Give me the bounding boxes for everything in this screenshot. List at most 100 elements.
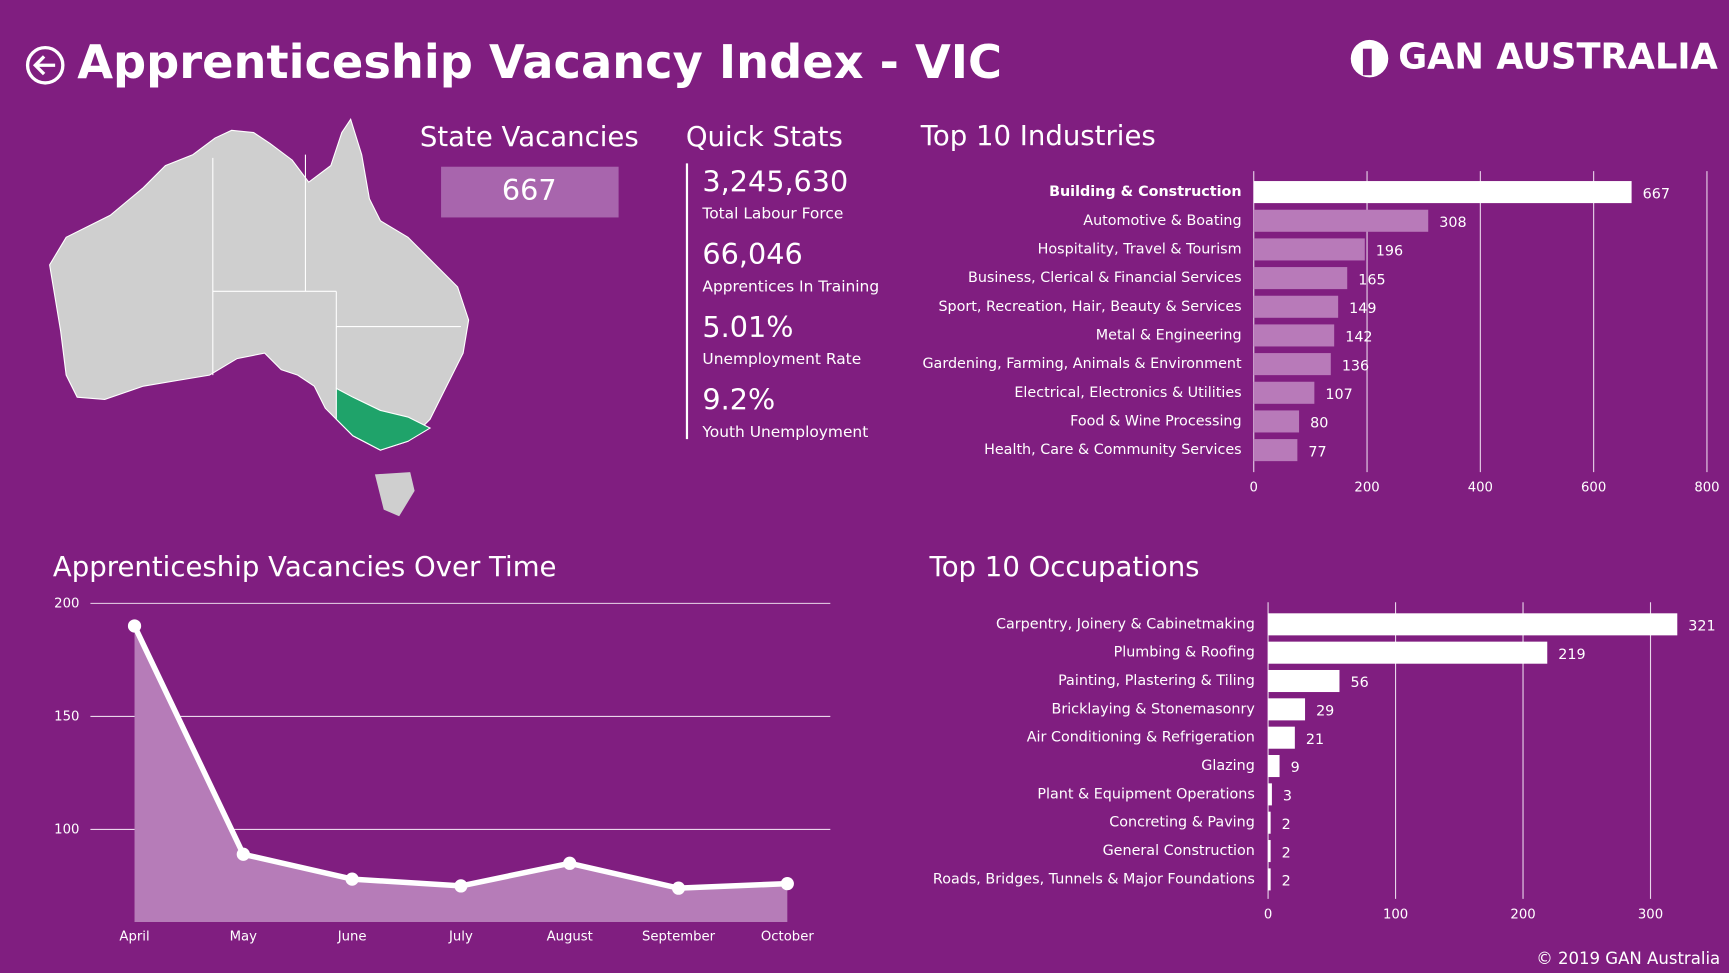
stat-label: Apprentices In Training (702, 277, 879, 295)
state-vacancies-value: 667 (502, 173, 557, 207)
x-tick-label: 400 (1468, 481, 1493, 496)
y-tick-label: 150 (54, 709, 79, 724)
bar (1253, 267, 1348, 290)
logo-text: GAN AUSTRALIA (1398, 37, 1718, 78)
stat-value: 9.2% (702, 383, 775, 417)
value-label: 21 (1306, 732, 1324, 748)
category-label: Concreting & Paving (1109, 815, 1255, 831)
bar (1268, 840, 1271, 863)
bar (1253, 324, 1335, 347)
value-label: 149 (1349, 301, 1376, 317)
value-label: 196 (1376, 244, 1403, 260)
footer: © 2019 GAN Australia (1536, 949, 1720, 968)
bar (1268, 698, 1306, 721)
stat-value: 5.01% (702, 310, 793, 344)
bar (1253, 381, 1315, 404)
value-label: 2 (1282, 845, 1291, 861)
point (563, 856, 577, 870)
x-tick-label: 100 (1383, 907, 1408, 922)
bar (1268, 783, 1272, 806)
logo: GAN AUSTRALIA (1350, 37, 1719, 78)
x-tick-label: July (448, 929, 473, 944)
category-label: General Construction (1103, 843, 1255, 859)
category-label: Electrical, Electronics & Utilities (1014, 385, 1241, 401)
bar (1253, 209, 1429, 232)
category-label: Painting, Plastering & Tiling (1058, 673, 1255, 689)
category-label: Business, Clerical & Financial Services (968, 270, 1242, 286)
value-label: 136 (1342, 358, 1369, 374)
category-label: Roads, Bridges, Tunnels & Major Foundati… (933, 871, 1255, 887)
x-tick-label: August (547, 929, 593, 944)
stat-value: 3,245,630 (702, 164, 848, 198)
chart-title: Top 10 Industries (920, 120, 1156, 152)
chart-title: Apprenticeship Vacancies Over Time (53, 551, 557, 583)
state-vacancies-label: State Vacancies (420, 121, 639, 153)
map (49, 118, 470, 517)
point (127, 619, 142, 633)
y-tick-label: 100 (54, 822, 79, 837)
category-label: Health, Care & Community Services (984, 442, 1242, 458)
value-label: 219 (1558, 647, 1585, 663)
stat-label: Unemployment Rate (702, 350, 861, 368)
category-label: Metal & Engineering (1096, 327, 1242, 343)
value-label: 77 (1308, 444, 1326, 460)
value-label: 667 (1643, 186, 1670, 202)
category-label: Plumbing & Roofing (1114, 645, 1255, 661)
back-button[interactable] (25, 45, 65, 85)
category-label: Building & Construction (1049, 184, 1242, 200)
bar (1268, 726, 1295, 749)
category-label: Carpentry, Joinery & Cabinetmaking (996, 616, 1255, 632)
value-label: 107 (1325, 387, 1352, 403)
y-tick-label: 200 (54, 596, 79, 611)
value-label: 29 (1316, 704, 1334, 720)
category-label: Automotive & Boating (1083, 213, 1241, 229)
x-tick-label: 800 (1694, 481, 1719, 496)
bar (1253, 439, 1298, 462)
area (134, 625, 788, 923)
x-tick-label: 600 (1581, 481, 1606, 496)
bar (1253, 181, 1632, 204)
bar (1268, 868, 1271, 891)
point (454, 879, 468, 893)
chart-title: Top 10 Occupations (929, 551, 1200, 583)
x-tick-label: October (761, 929, 814, 944)
stat-label: Total Labour Force (701, 205, 843, 223)
category-label: Food & Wine Processing (1070, 413, 1241, 429)
x-tick-label: 200 (1354, 481, 1379, 496)
point (345, 872, 359, 886)
value-label: 56 (1350, 675, 1368, 691)
value-label: 3 (1283, 789, 1292, 805)
category-label: Gardening, Farming, Animals & Environmen… (922, 356, 1242, 372)
value-label: 308 (1439, 215, 1466, 231)
value-label: 321 (1688, 619, 1715, 635)
stat-value: 66,046 (702, 237, 802, 271)
value-label: 2 (1282, 874, 1291, 890)
quick-stats: 3,245,630 Total Labour Force 66,046 Apprent… (701, 164, 879, 441)
page-title: Apprenticeship Vacancy Index - VIC (77, 35, 1002, 89)
x-tick-label: April (119, 929, 149, 944)
x-tick-label: May (230, 929, 258, 944)
stat-label: Youth Unemployment (701, 423, 868, 441)
bar (1268, 613, 1678, 636)
point (671, 881, 686, 895)
category-label: Hospitality, Travel & Tourism (1038, 241, 1242, 257)
value-label: 9 (1291, 760, 1300, 776)
x-tick-label: 0 (1264, 907, 1272, 922)
x-tick-label: 0 (1250, 481, 1258, 496)
bar (1268, 669, 1340, 693)
category-label: Glazing (1201, 758, 1255, 774)
x-tick-label: September (642, 929, 716, 944)
category-label: Plant & Equipment Operations (1037, 786, 1254, 802)
point (780, 877, 794, 891)
bar (1268, 811, 1271, 834)
charts: Top 10 Industries 0 200 400 600 800 Building &… (53, 120, 1720, 944)
x-tick-label: 300 (1638, 907, 1663, 922)
bar (1253, 353, 1331, 376)
bar (1253, 295, 1339, 318)
value-label: 165 (1358, 272, 1385, 288)
bar (1268, 755, 1280, 778)
x-tick-label: June (337, 929, 367, 944)
category-label: Air Conditioning & Refrigeration (1027, 730, 1255, 746)
